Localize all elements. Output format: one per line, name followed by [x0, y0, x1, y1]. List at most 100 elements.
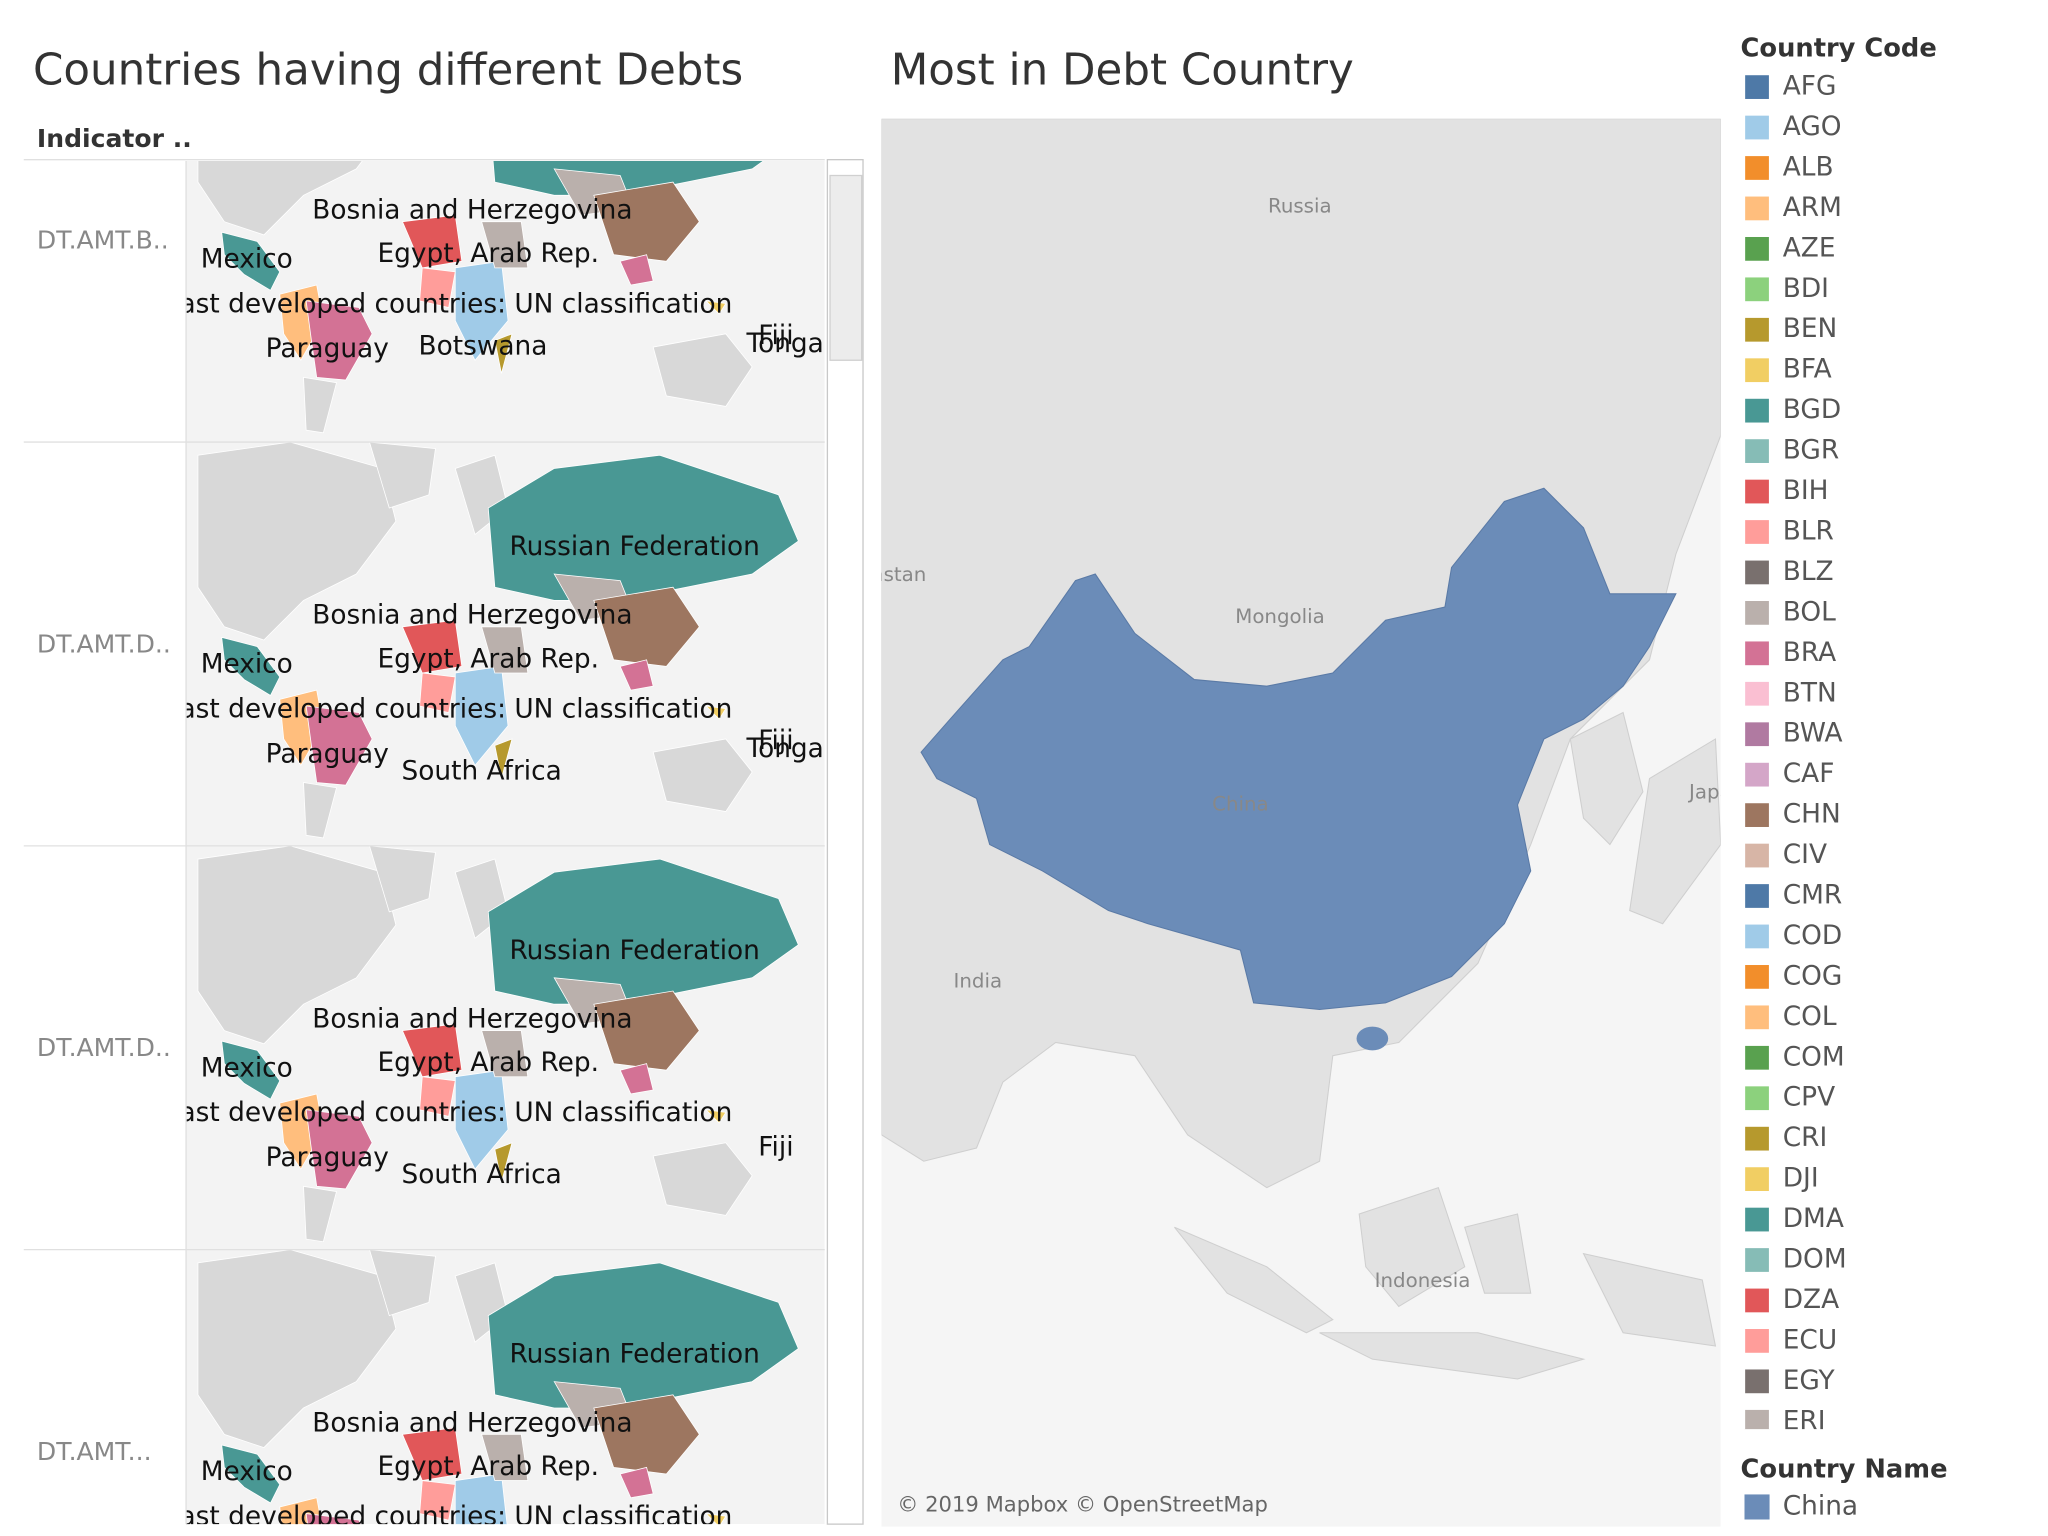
legend-label[interactable]: BTN [1783, 678, 1837, 708]
legend-swatch[interactable] [1743, 1287, 1771, 1314]
legend-swatch[interactable] [1743, 397, 1771, 424]
indicator-label: DT.AMT.D.. [37, 629, 171, 658]
legend-label[interactable]: ECU [1783, 1325, 1837, 1355]
country-shape [619, 254, 654, 286]
legend-label[interactable]: DMA [1783, 1204, 1844, 1234]
country-shape [401, 1023, 463, 1078]
legend-swatch[interactable] [1743, 73, 1771, 101]
country-shape [494, 333, 513, 374]
row-map: Russian Federation Bosnia and Herzegovina… [186, 845, 799, 1243]
legend-label[interactable]: BWA [1783, 719, 1843, 749]
legend-swatch[interactable] [1743, 640, 1771, 667]
legend-label[interactable]: AGO [1783, 112, 1842, 142]
legend-swatch[interactable] [1743, 1004, 1771, 1031]
legend-label[interactable]: DZA [1783, 1285, 1839, 1315]
country-shape [221, 231, 281, 291]
legend-label[interactable]: BFA [1783, 355, 1832, 385]
country-shape [368, 1249, 436, 1317]
legend-label[interactable]: BIH [1783, 476, 1829, 506]
country-shape [619, 1063, 654, 1095]
legend-swatch[interactable] [1743, 963, 1771, 991]
legend-swatch[interactable] [1743, 357, 1771, 384]
legend-swatch[interactable] [1743, 1408, 1771, 1434]
legend-label[interactable]: DOM [1783, 1245, 1847, 1275]
country-shape [593, 990, 700, 1071]
legend-label[interactable]: China [1783, 1491, 1858, 1521]
legend-swatch[interactable] [1743, 195, 1771, 222]
legend-label[interactable]: COD [1783, 921, 1843, 951]
legend-label[interactable]: CAF [1783, 759, 1835, 789]
legend-label[interactable]: BRA [1783, 638, 1836, 668]
land [881, 118, 1721, 1189]
legend-label[interactable]: BLZ [1783, 557, 1834, 587]
legend-swatch[interactable] [1743, 1327, 1771, 1355]
country-shape [494, 738, 513, 779]
legend-label[interactable]: BEN [1783, 314, 1838, 344]
place-label: Indonesia [1375, 1269, 1471, 1292]
legend-swatch[interactable] [1743, 721, 1771, 748]
legend-swatch[interactable] [1743, 154, 1771, 182]
country-shape [368, 845, 436, 913]
legend-label[interactable]: ERI [1783, 1406, 1826, 1436]
legend-swatch[interactable] [1743, 923, 1771, 950]
legend-swatch[interactable] [1743, 276, 1771, 303]
legend-swatch[interactable] [1743, 114, 1771, 141]
legend-swatch[interactable] [1743, 761, 1771, 788]
legend-label[interactable]: CHN [1783, 800, 1841, 830]
legend-label[interactable]: COG [1783, 961, 1843, 991]
legend-label[interactable]: BLR [1783, 516, 1834, 546]
maps-clip: Bosnia and Herzegovina Mexico Egypt, Arab … [186, 160, 825, 1525]
legend-label[interactable]: CPV [1783, 1083, 1835, 1113]
country-shape [704, 1109, 727, 1124]
country-shape [368, 441, 436, 509]
row-map: Russian Federation Bosnia and Herzegovina… [186, 441, 824, 839]
scrollbar-thumb[interactable] [829, 174, 863, 361]
legend-label[interactable]: ALB [1783, 152, 1834, 182]
legend-swatch[interactable] [1743, 599, 1771, 627]
legend-label[interactable]: EGY [1783, 1366, 1836, 1396]
legend-label[interactable]: COM [1783, 1042, 1845, 1072]
legend-label[interactable]: BGD [1783, 395, 1841, 425]
country-shape [419, 267, 456, 308]
legend-swatch[interactable] [1743, 559, 1771, 586]
legend-label[interactable]: ARM [1783, 193, 1842, 223]
legend-label[interactable]: AFG [1783, 72, 1837, 102]
legend-label[interactable]: CRI [1783, 1123, 1828, 1153]
legend-swatch[interactable] [1743, 882, 1771, 910]
legend-label[interactable]: DJI [1783, 1164, 1819, 1194]
legend-swatch[interactable] [1743, 235, 1771, 263]
legend-swatch[interactable] [1743, 437, 1771, 465]
legend-swatch[interactable] [1743, 842, 1771, 869]
legend-label[interactable]: AZE [1783, 233, 1836, 263]
legend-swatch[interactable] [1743, 1125, 1771, 1152]
legend-label[interactable]: BDI [1783, 274, 1829, 304]
legend-label[interactable]: CIV [1783, 840, 1827, 870]
country-shape [704, 1513, 727, 1525]
column-header: Indicator .. [37, 124, 192, 153]
legend-swatch[interactable] [1744, 1494, 1770, 1520]
scrollbar-track[interactable] [826, 159, 864, 1525]
map-label: Bosnia and Herzegovina [312, 601, 632, 631]
place-label: India [954, 969, 1003, 992]
legend-items: AFG AGO ALB ARM AZE BDI BEN BFA BGD BGR BIH BLR BLZ B… [1743, 72, 1847, 1436]
legend-swatch[interactable] [1743, 1246, 1771, 1274]
legend-swatch[interactable] [1743, 518, 1771, 546]
country-shape [197, 160, 363, 236]
legend-label[interactable]: BGR [1783, 436, 1839, 466]
legend-label[interactable]: BOL [1783, 597, 1836, 627]
country-shape [652, 333, 753, 407]
legend-swatch[interactable] [1743, 1206, 1771, 1233]
legend-swatch[interactable] [1743, 801, 1771, 829]
country-shape [303, 376, 337, 434]
legend-swatch[interactable] [1743, 478, 1771, 505]
legend-swatch[interactable] [1743, 1085, 1771, 1112]
legend-swatch[interactable] [1743, 680, 1771, 707]
left-title: Countries having different Debts [33, 46, 743, 96]
legend-label[interactable]: CMR [1783, 881, 1843, 911]
legend-swatch[interactable] [1743, 1165, 1771, 1193]
map-label: Mexico [201, 1053, 293, 1083]
legend-swatch[interactable] [1743, 1368, 1771, 1395]
legend-swatch[interactable] [1743, 316, 1771, 343]
legend-label[interactable]: COL [1783, 1002, 1837, 1032]
legend-swatch[interactable] [1743, 1044, 1771, 1071]
